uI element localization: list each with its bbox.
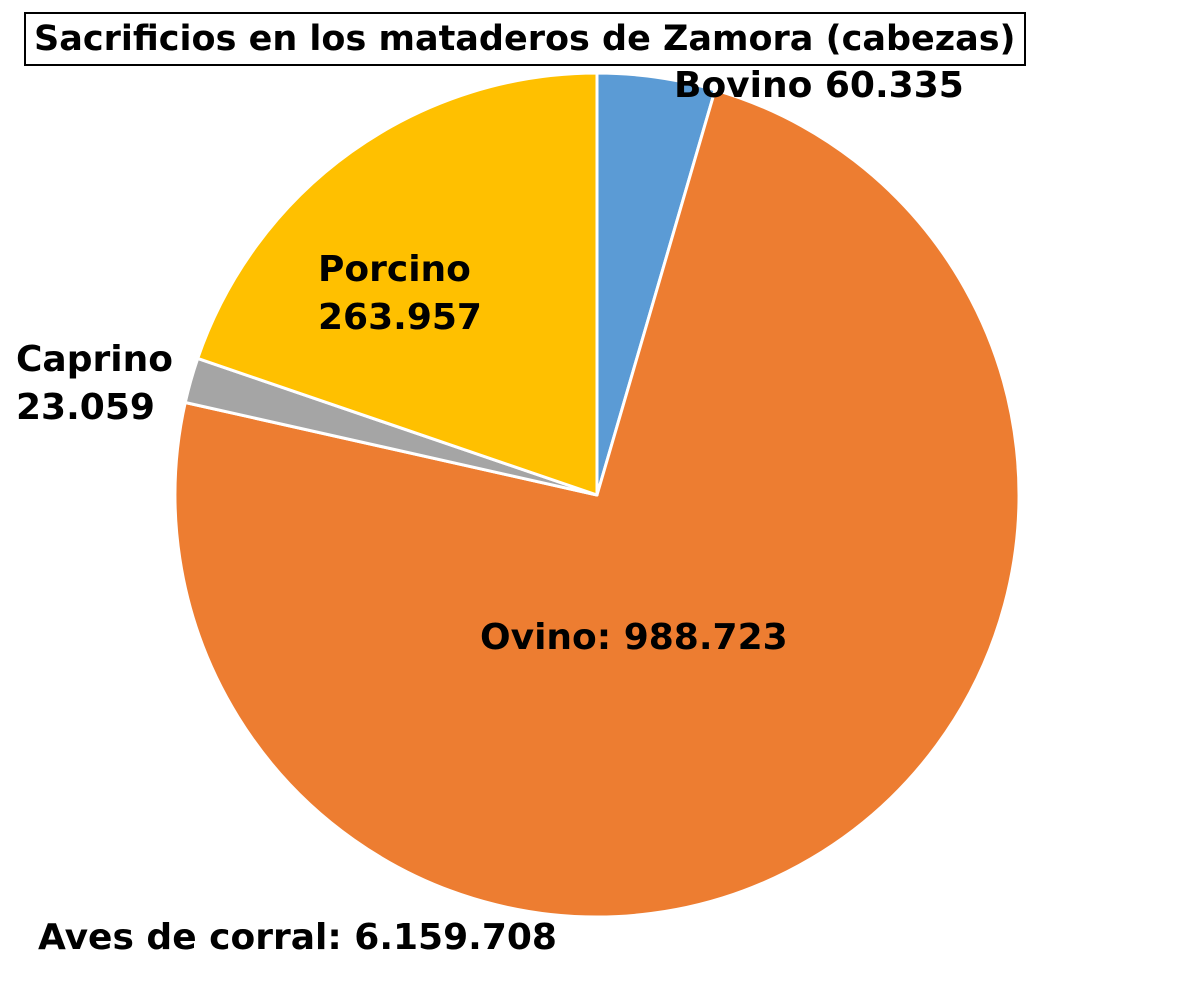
slice-label-caprino-name: Caprino [16,339,173,380]
slice-label-porcino: Porcino 263.957 [318,246,482,342]
annotation-aves-de-corral: Aves de corral: 6.159.708 [38,917,557,958]
slice-label-ovino-text: Ovino: 988.723 [480,617,788,658]
slice-label-bovino: Bovino 60.335 [674,62,964,110]
slice-label-caprino-value: 23.059 [16,387,155,428]
slice-label-porcino-name: Porcino [318,249,471,290]
slice-label-bovino-text: Bovino 60.335 [674,65,964,106]
slice-label-caprino: Caprino 23.059 [16,336,173,432]
pie-slice-ovino [173,88,1021,919]
slice-label-ovino: Ovino: 988.723 [480,614,788,662]
slice-label-porcino-value: 263.957 [318,297,482,338]
chart-title: Sacrificios en los mataderos de Zamora (… [24,12,1026,66]
pie-slice-porcino [196,71,599,497]
pie-slices [173,71,1021,919]
